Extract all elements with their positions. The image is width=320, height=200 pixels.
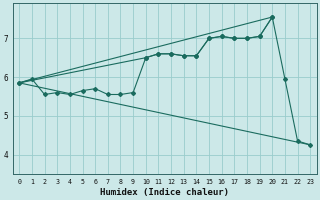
- X-axis label: Humidex (Indice chaleur): Humidex (Indice chaleur): [100, 188, 229, 197]
